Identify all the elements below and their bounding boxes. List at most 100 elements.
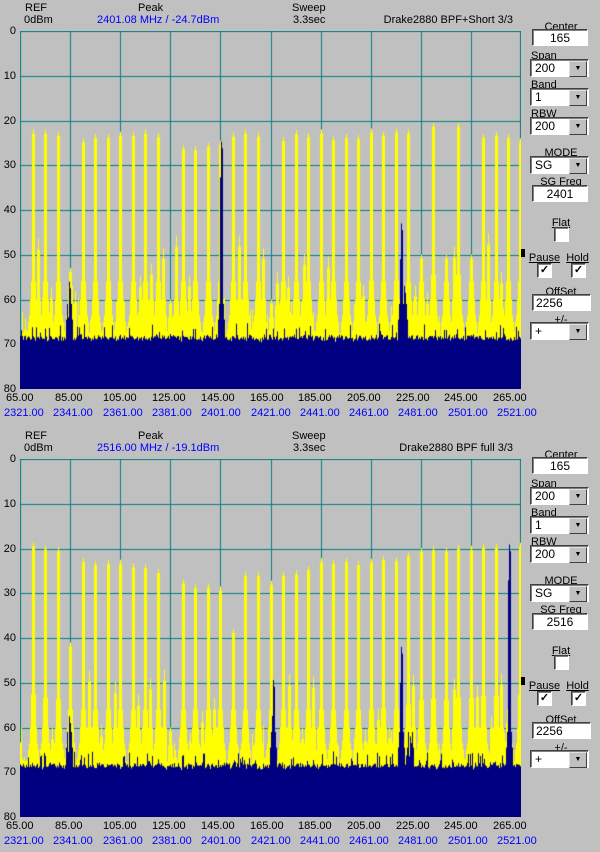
dropdown-arrow-icon: ▼ — [574, 328, 582, 335]
x-axis-tick-rf: 2361.00 — [103, 835, 143, 847]
x-axis-tick-rf: 2321.00 — [4, 407, 44, 419]
band-dropdown-top[interactable]: 1 ▼ — [530, 88, 589, 106]
x-axis-tick-rf: 2521.00 — [497, 835, 537, 847]
x-axis-tick-if: 245.00 — [444, 392, 478, 404]
sweep-label-top: Sweep — [292, 2, 326, 14]
hold-label-bottom: Hold — [566, 680, 589, 692]
offset-input-top[interactable] — [532, 294, 591, 311]
flat-checkbox-top[interactable] — [554, 227, 569, 242]
x-axis-tick-if: 185.00 — [298, 392, 332, 404]
x-axis-tick-rf: 2461.00 — [349, 835, 389, 847]
y-axis-tick: 30 — [3, 587, 16, 599]
x-axis-tick-rf: 2461.00 — [349, 407, 389, 419]
plusminus-dropdown-button-bottom[interactable]: ▼ — [569, 752, 587, 768]
spectrum-panel-top: REF 0dBm Peak 2401.08 MHz / -24.7dBm Sweep 3.… — [0, 0, 600, 424]
rbw-dropdown-button-top[interactable]: ▼ — [569, 119, 587, 135]
sweep-value-top: 3.3sec — [293, 14, 326, 26]
hold-checkbox-top[interactable]: ✓ — [571, 263, 586, 278]
dropdown-arrow-icon: ▼ — [574, 590, 582, 597]
hold-checkbox-bottom[interactable]: ✓ — [571, 691, 586, 706]
y-axis-tick: 20 — [3, 115, 16, 127]
x-axis-tick-if: 145.00 — [201, 392, 235, 404]
plusminus-dropdown-bottom[interactable]: + ▼ — [530, 750, 589, 768]
center-input-bottom[interactable] — [532, 457, 588, 474]
offset-input-bottom[interactable] — [532, 722, 591, 739]
y-axis-tick: 80 — [3, 383, 16, 395]
x-axis-tick-rf: 2401.00 — [201, 835, 241, 847]
x-axis-tick-rf: 2421.00 — [251, 835, 291, 847]
sg_freq-input-bottom[interactable] — [532, 613, 588, 630]
x-axis-tick-if: 165.00 — [250, 392, 284, 404]
y-axis-tick: 0 — [9, 25, 16, 37]
x-axis-tick-rf: 2481.00 — [398, 407, 438, 419]
x-axis-tick-if: 85.00 — [55, 392, 83, 404]
band-dropdown-value-bottom: 1 — [535, 518, 542, 532]
y-axis-tick: 10 — [3, 498, 16, 510]
x-axis-tick-if: 125.00 — [152, 820, 186, 832]
y-axis-tick: 50 — [3, 677, 16, 689]
y-axis-tick: 50 — [3, 249, 16, 261]
mode-dropdown-value-top: SG — [535, 158, 553, 172]
span-dropdown-button-bottom[interactable]: ▼ — [569, 489, 587, 505]
dropdown-arrow-icon: ▼ — [574, 756, 582, 763]
mode-dropdown-button-bottom[interactable]: ▼ — [569, 586, 587, 602]
dropdown-arrow-icon: ▼ — [574, 551, 582, 558]
x-axis-tick-rf: 2481.00 — [398, 835, 438, 847]
y-axis-tick: 40 — [3, 204, 16, 216]
mode-dropdown-button-top[interactable]: ▼ — [569, 158, 587, 174]
span-dropdown-value-top: 200 — [535, 61, 556, 75]
ref-value-top: 0dBm — [24, 14, 53, 26]
sweep-label-bottom: Sweep — [292, 430, 326, 442]
plusminus-dropdown-button-top[interactable]: ▼ — [569, 324, 587, 340]
band-dropdown-bottom[interactable]: 1 ▼ — [530, 516, 589, 534]
band-dropdown-value-top: 1 — [535, 90, 542, 104]
mode-dropdown-value-bottom: SG — [535, 586, 553, 600]
ref-label-top: REF — [25, 2, 47, 14]
mode-dropdown-bottom[interactable]: SG ▼ — [530, 584, 589, 602]
band-dropdown-button-top[interactable]: ▼ — [569, 90, 587, 106]
x-axis-tick-if: 185.00 — [298, 820, 332, 832]
pause-checkbox-top[interactable]: ✓ — [537, 263, 552, 278]
dropdown-arrow-icon: ▼ — [574, 65, 582, 72]
sg_freq-input-top[interactable] — [532, 185, 588, 202]
x-axis-tick-rf: 2381.00 — [152, 407, 192, 419]
pause-checkbox-bottom[interactable]: ✓ — [537, 691, 552, 706]
peak-label-bottom: Peak — [138, 430, 164, 442]
y-axis-tick: 10 — [3, 70, 16, 82]
x-axis-tick-if: 225.00 — [396, 820, 430, 832]
check-icon: ✓ — [539, 692, 550, 704]
dropdown-arrow-icon: ▼ — [574, 493, 582, 500]
rbw-dropdown-button-bottom[interactable]: ▼ — [569, 547, 587, 563]
x-axis-tick-rf: 2381.00 — [152, 835, 192, 847]
span-dropdown-bottom[interactable]: 200 ▼ — [530, 487, 589, 505]
trace-marker-bottom — [521, 677, 525, 685]
dropdown-arrow-icon: ▼ — [574, 522, 582, 529]
x-axis-tick-rf: 2441.00 — [300, 835, 340, 847]
ref-label-bottom: REF — [25, 430, 47, 442]
span-dropdown-top[interactable]: 200 ▼ — [530, 59, 589, 77]
y-axis-tick: 20 — [3, 543, 16, 555]
span-dropdown-button-top[interactable]: ▼ — [569, 61, 587, 77]
band-dropdown-button-bottom[interactable]: ▼ — [569, 518, 587, 534]
rbw-dropdown-top[interactable]: 200 ▼ — [530, 117, 589, 135]
flat-checkbox-bottom[interactable] — [554, 655, 569, 670]
flat-label-top: Flat — [551, 217, 571, 229]
check-icon: ✓ — [573, 692, 584, 704]
rbw-dropdown-value-top: 200 — [535, 119, 556, 133]
plusminus-dropdown-top[interactable]: + ▼ — [530, 322, 589, 340]
center-input-top[interactable] — [532, 29, 588, 46]
mode-dropdown-top[interactable]: SG ▼ — [530, 156, 589, 174]
pause-label-top: Pause — [528, 252, 561, 264]
rbw-dropdown-bottom[interactable]: 200 ▼ — [530, 545, 589, 563]
x-axis-tick-rf: 2321.00 — [4, 835, 44, 847]
spectrum-plot-top — [20, 31, 521, 389]
dropdown-arrow-icon: ▼ — [574, 162, 582, 169]
x-axis-tick-if: 205.00 — [347, 820, 381, 832]
x-axis-tick-if: 105.00 — [103, 392, 137, 404]
plusminus-dropdown-value-bottom: + — [535, 752, 543, 766]
span-dropdown-value-bottom: 200 — [535, 489, 556, 503]
sweep-value-bottom: 3.3sec — [293, 442, 326, 454]
x-axis-tick-rf: 2501.00 — [448, 835, 488, 847]
hold-label-top: Hold — [566, 252, 589, 264]
